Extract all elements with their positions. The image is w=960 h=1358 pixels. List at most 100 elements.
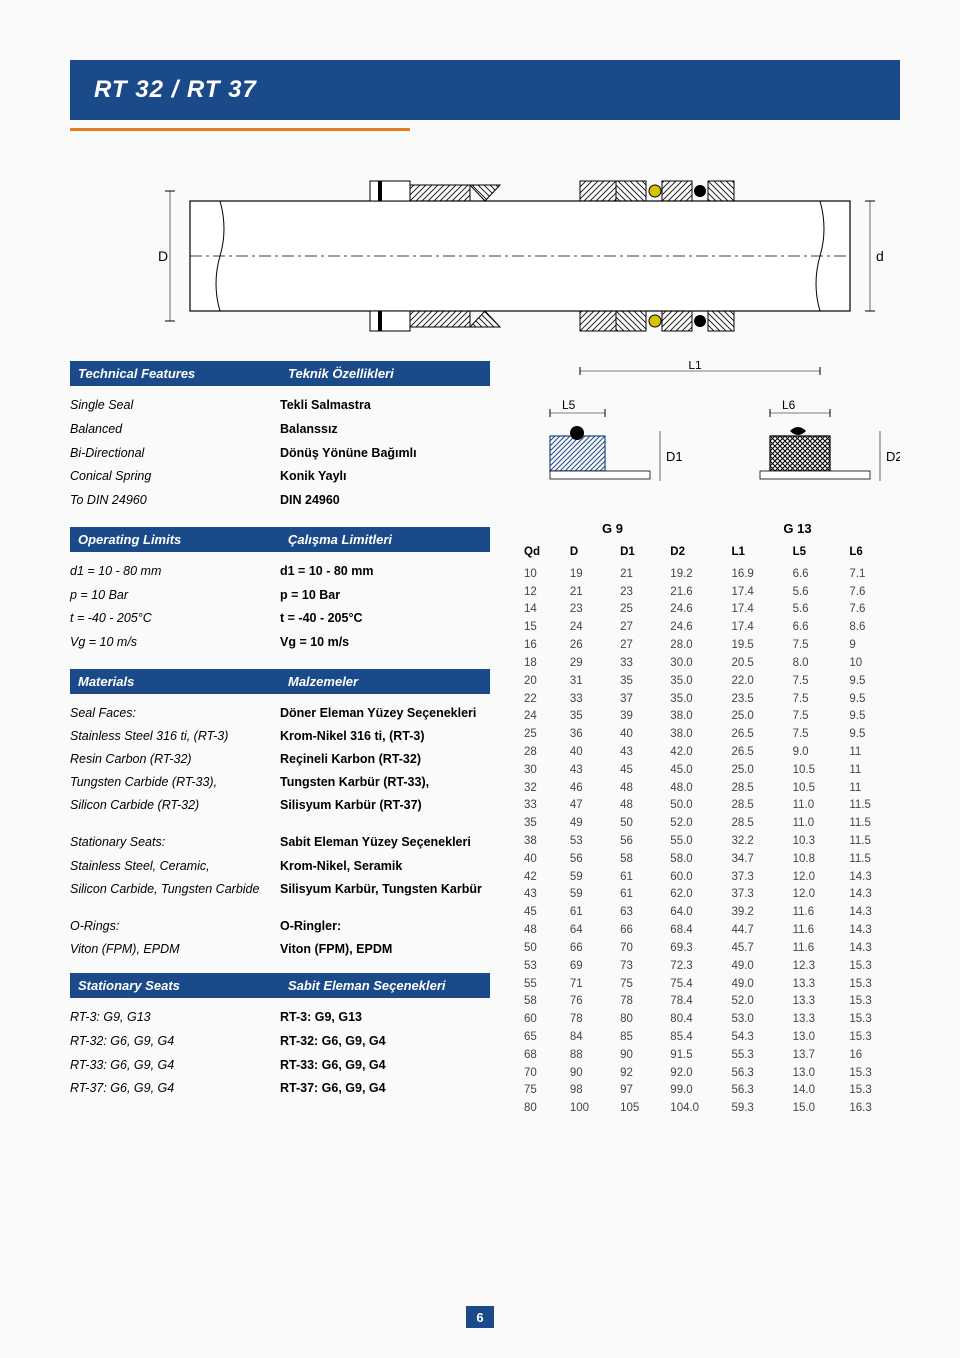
table-cell: 15.0	[789, 1100, 846, 1118]
table-row: 22333735.023.57.59.5	[520, 691, 900, 709]
table-cell: 43	[616, 744, 666, 762]
table-cell: 43	[520, 886, 566, 904]
features-rows: Single SealTekli SalmastraBalancedBalans…	[70, 394, 490, 513]
table-cell: 23.5	[727, 691, 788, 709]
table-cell: 59.3	[727, 1100, 788, 1118]
material-head-tr: Sabit Eleman Yüzey Seçenekleri	[280, 831, 490, 854]
table-cell: 84	[566, 1029, 616, 1047]
table-cell: 68	[520, 1047, 566, 1065]
table-cell: 39.2	[727, 904, 788, 922]
table-row: 12212321.617.45.67.6	[520, 584, 900, 602]
dim-label-D: D	[158, 248, 168, 264]
table-cell: 21.6	[666, 584, 727, 602]
table-cell: 52.0	[666, 815, 727, 833]
table-cell: 13.3	[789, 993, 846, 1011]
material-tr: Tungsten Karbür (RT-33),	[280, 771, 490, 794]
table-cell: 97	[616, 1082, 666, 1100]
table-cell: 78	[616, 993, 666, 1011]
table-cell: 58.0	[666, 851, 727, 869]
table-cell: 75.4	[666, 976, 727, 994]
table-cell: 7.5	[789, 726, 846, 744]
table-row: 20313535.022.07.59.5	[520, 673, 900, 691]
table-cell: 9	[845, 637, 900, 655]
table-cell: 16.9	[727, 566, 788, 584]
table-cell: 48	[616, 797, 666, 815]
table-cell: 64	[566, 922, 616, 940]
material-head-en: Seal Faces:	[70, 702, 280, 725]
spec-tr: RT-3: G9, G13	[280, 1006, 490, 1030]
material-row: Tungsten Carbide (RT-33),Tungsten Karbür…	[70, 771, 490, 794]
material-tr: Reçineli Karbon (RT-32)	[280, 748, 490, 771]
material-row: Silicon Carbide (RT-32)Silisyum Karbür (…	[70, 794, 490, 817]
table-cell: 14.0	[789, 1082, 846, 1100]
table-cell: 66	[566, 940, 616, 958]
table-cell: 73	[616, 958, 666, 976]
seats-rows: RT-3: G9, G13RT-3: G9, G13RT-32: G6, G9,…	[70, 1006, 490, 1101]
material-head-en: O-Rings:	[70, 915, 280, 938]
table-cell: 30.0	[666, 655, 727, 673]
table-row: 28404342.026.59.011	[520, 744, 900, 762]
spec-en: RT-37: G6, G9, G4	[70, 1077, 280, 1101]
table-cell: 59	[566, 886, 616, 904]
table-cell: 11.0	[789, 815, 846, 833]
table-cell: 15.3	[845, 1082, 900, 1100]
table-cell: 53	[566, 833, 616, 851]
table-cell: 26	[566, 637, 616, 655]
table-cell: 38.0	[666, 708, 727, 726]
table-cell: 36	[566, 726, 616, 744]
label-g9: G 9	[520, 521, 705, 536]
table-cell: 15.3	[845, 1065, 900, 1083]
table-cell: 59	[566, 869, 616, 887]
table-row: 14232524.617.45.67.6	[520, 601, 900, 619]
table-cell: 26.5	[727, 726, 788, 744]
table-cell: 33	[616, 655, 666, 673]
table-cell: 11.5	[845, 797, 900, 815]
table-cell: 9.5	[845, 673, 900, 691]
spec-en: RT-33: G6, G9, G4	[70, 1054, 280, 1078]
table-cell: 53	[520, 958, 566, 976]
table-cell: 16	[520, 637, 566, 655]
table-cell: 6.6	[789, 566, 846, 584]
table-cell: 58	[520, 993, 566, 1011]
table-cell: 80	[616, 1011, 666, 1029]
table-cell: 12.3	[789, 958, 846, 976]
spec-en: Conical Spring	[70, 465, 280, 489]
table-row: 15242724.617.46.68.6	[520, 619, 900, 637]
table-cell: 63	[616, 904, 666, 922]
dim-label-d: d	[876, 248, 884, 264]
table-cell: 27	[616, 637, 666, 655]
table-cell: 11	[845, 744, 900, 762]
table-cell: 32.2	[727, 833, 788, 851]
table-cell: 62.0	[666, 886, 727, 904]
spec-row: d1 = 10 - 80 mmd1 = 10 - 80 mm	[70, 560, 490, 584]
table-cell: 22	[520, 691, 566, 709]
table-cell: 71	[566, 976, 616, 994]
table-cell: 15.3	[845, 1011, 900, 1029]
table-cell: 50.0	[666, 797, 727, 815]
table-cell: 91.5	[666, 1047, 727, 1065]
table-cell: 33	[566, 691, 616, 709]
table-cell: 13.0	[789, 1065, 846, 1083]
table-cell: 15.3	[845, 993, 900, 1011]
table-cell: 55.3	[727, 1047, 788, 1065]
table-cell: 68.4	[666, 922, 727, 940]
spec-en: Single Seal	[70, 394, 280, 418]
table-cell: 43	[566, 762, 616, 780]
table-header: L1	[727, 544, 788, 566]
head-en: Technical Features	[78, 366, 288, 381]
head-tr: Sabit Eleman Seçenekleri	[288, 978, 482, 993]
spec-tr: RT-33: G6, G9, G4	[280, 1054, 490, 1078]
spec-en: To DIN 24960	[70, 489, 280, 513]
spec-tr: Vg = 10 m/s	[280, 631, 490, 655]
table-cell: 13.3	[789, 976, 846, 994]
title-band: RT 32 / RT 37	[70, 60, 900, 120]
table-cell: 25.0	[727, 762, 788, 780]
table-cell: 11.0	[789, 797, 846, 815]
table-cell: 11.6	[789, 940, 846, 958]
table-cell: 42.0	[666, 744, 727, 762]
material-group-head: Stationary Seats:Sabit Eleman Yüzey Seçe…	[70, 831, 490, 854]
spec-en: Bi-Directional	[70, 442, 280, 466]
spec-en: Balanced	[70, 418, 280, 442]
spec-en: t = -40 - 205°C	[70, 607, 280, 631]
spec-tr: RT-37: G6, G9, G4	[280, 1077, 490, 1101]
